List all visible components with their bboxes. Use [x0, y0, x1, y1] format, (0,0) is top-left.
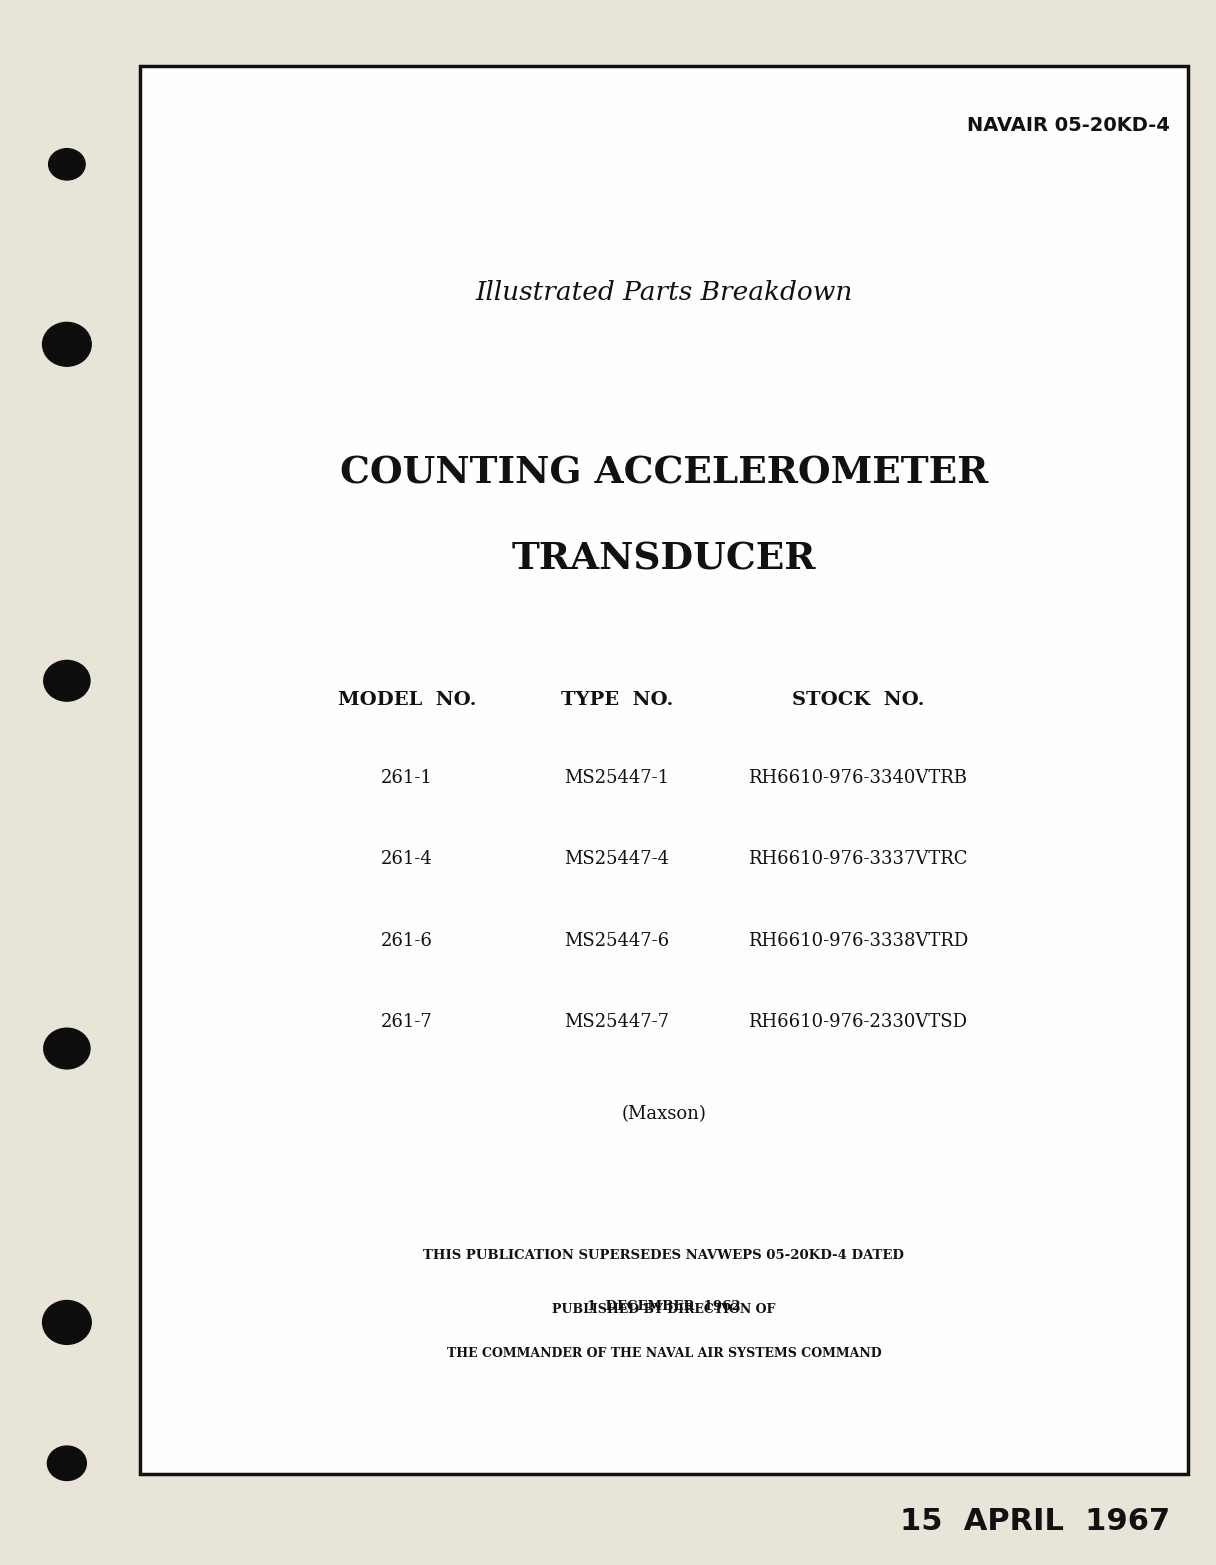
Text: (Maxson): (Maxson)	[621, 1105, 706, 1124]
Ellipse shape	[43, 322, 91, 366]
Text: TRANSDUCER: TRANSDUCER	[512, 540, 816, 577]
Text: TYPE  NO.: TYPE NO.	[561, 690, 672, 709]
Text: 261-6: 261-6	[381, 931, 433, 950]
Text: THE COMMANDER OF THE NAVAL AIR SYSTEMS COMMAND: THE COMMANDER OF THE NAVAL AIR SYSTEMS C…	[446, 1347, 882, 1360]
Text: 261-7: 261-7	[382, 1013, 433, 1031]
Text: RH6610-976-3338VTRD: RH6610-976-3338VTRD	[748, 931, 968, 950]
Text: MS25447-4: MS25447-4	[564, 850, 669, 869]
Ellipse shape	[49, 149, 85, 180]
Ellipse shape	[44, 660, 90, 701]
Ellipse shape	[47, 1446, 86, 1480]
Text: MS25447-1: MS25447-1	[564, 768, 669, 787]
Ellipse shape	[44, 1028, 90, 1069]
Text: COUNTING ACCELEROMETER: COUNTING ACCELEROMETER	[339, 454, 989, 491]
Text: MODEL  NO.: MODEL NO.	[338, 690, 477, 709]
Text: RH6610-976-2330VTSD: RH6610-976-2330VTSD	[748, 1013, 968, 1031]
Text: 1  DECEMBER  1962: 1 DECEMBER 1962	[587, 1301, 741, 1313]
Text: 261-4: 261-4	[382, 850, 433, 869]
Text: NAVAIR 05-20KD-4: NAVAIR 05-20KD-4	[967, 116, 1170, 135]
Text: STOCK  NO.: STOCK NO.	[792, 690, 924, 709]
Text: RH6610-976-3337VTRC: RH6610-976-3337VTRC	[748, 850, 968, 869]
Text: Illustrated Parts Breakdown: Illustrated Parts Breakdown	[475, 280, 852, 305]
Text: RH6610-976-3340VTRB: RH6610-976-3340VTRB	[748, 768, 968, 787]
Text: MS25447-6: MS25447-6	[564, 931, 669, 950]
Text: 261-1: 261-1	[381, 768, 433, 787]
Bar	[140, 66, 1188, 1474]
Text: 15  APRIL  1967: 15 APRIL 1967	[900, 1507, 1170, 1535]
Text: THIS PUBLICATION SUPERSEDES NAVWEPS 05-20KD-4 DATED: THIS PUBLICATION SUPERSEDES NAVWEPS 05-2…	[423, 1249, 905, 1261]
Text: MS25447-7: MS25447-7	[564, 1013, 669, 1031]
Ellipse shape	[43, 1301, 91, 1344]
Text: PUBLISHED BY DIRECTION OF: PUBLISHED BY DIRECTION OF	[552, 1304, 776, 1316]
